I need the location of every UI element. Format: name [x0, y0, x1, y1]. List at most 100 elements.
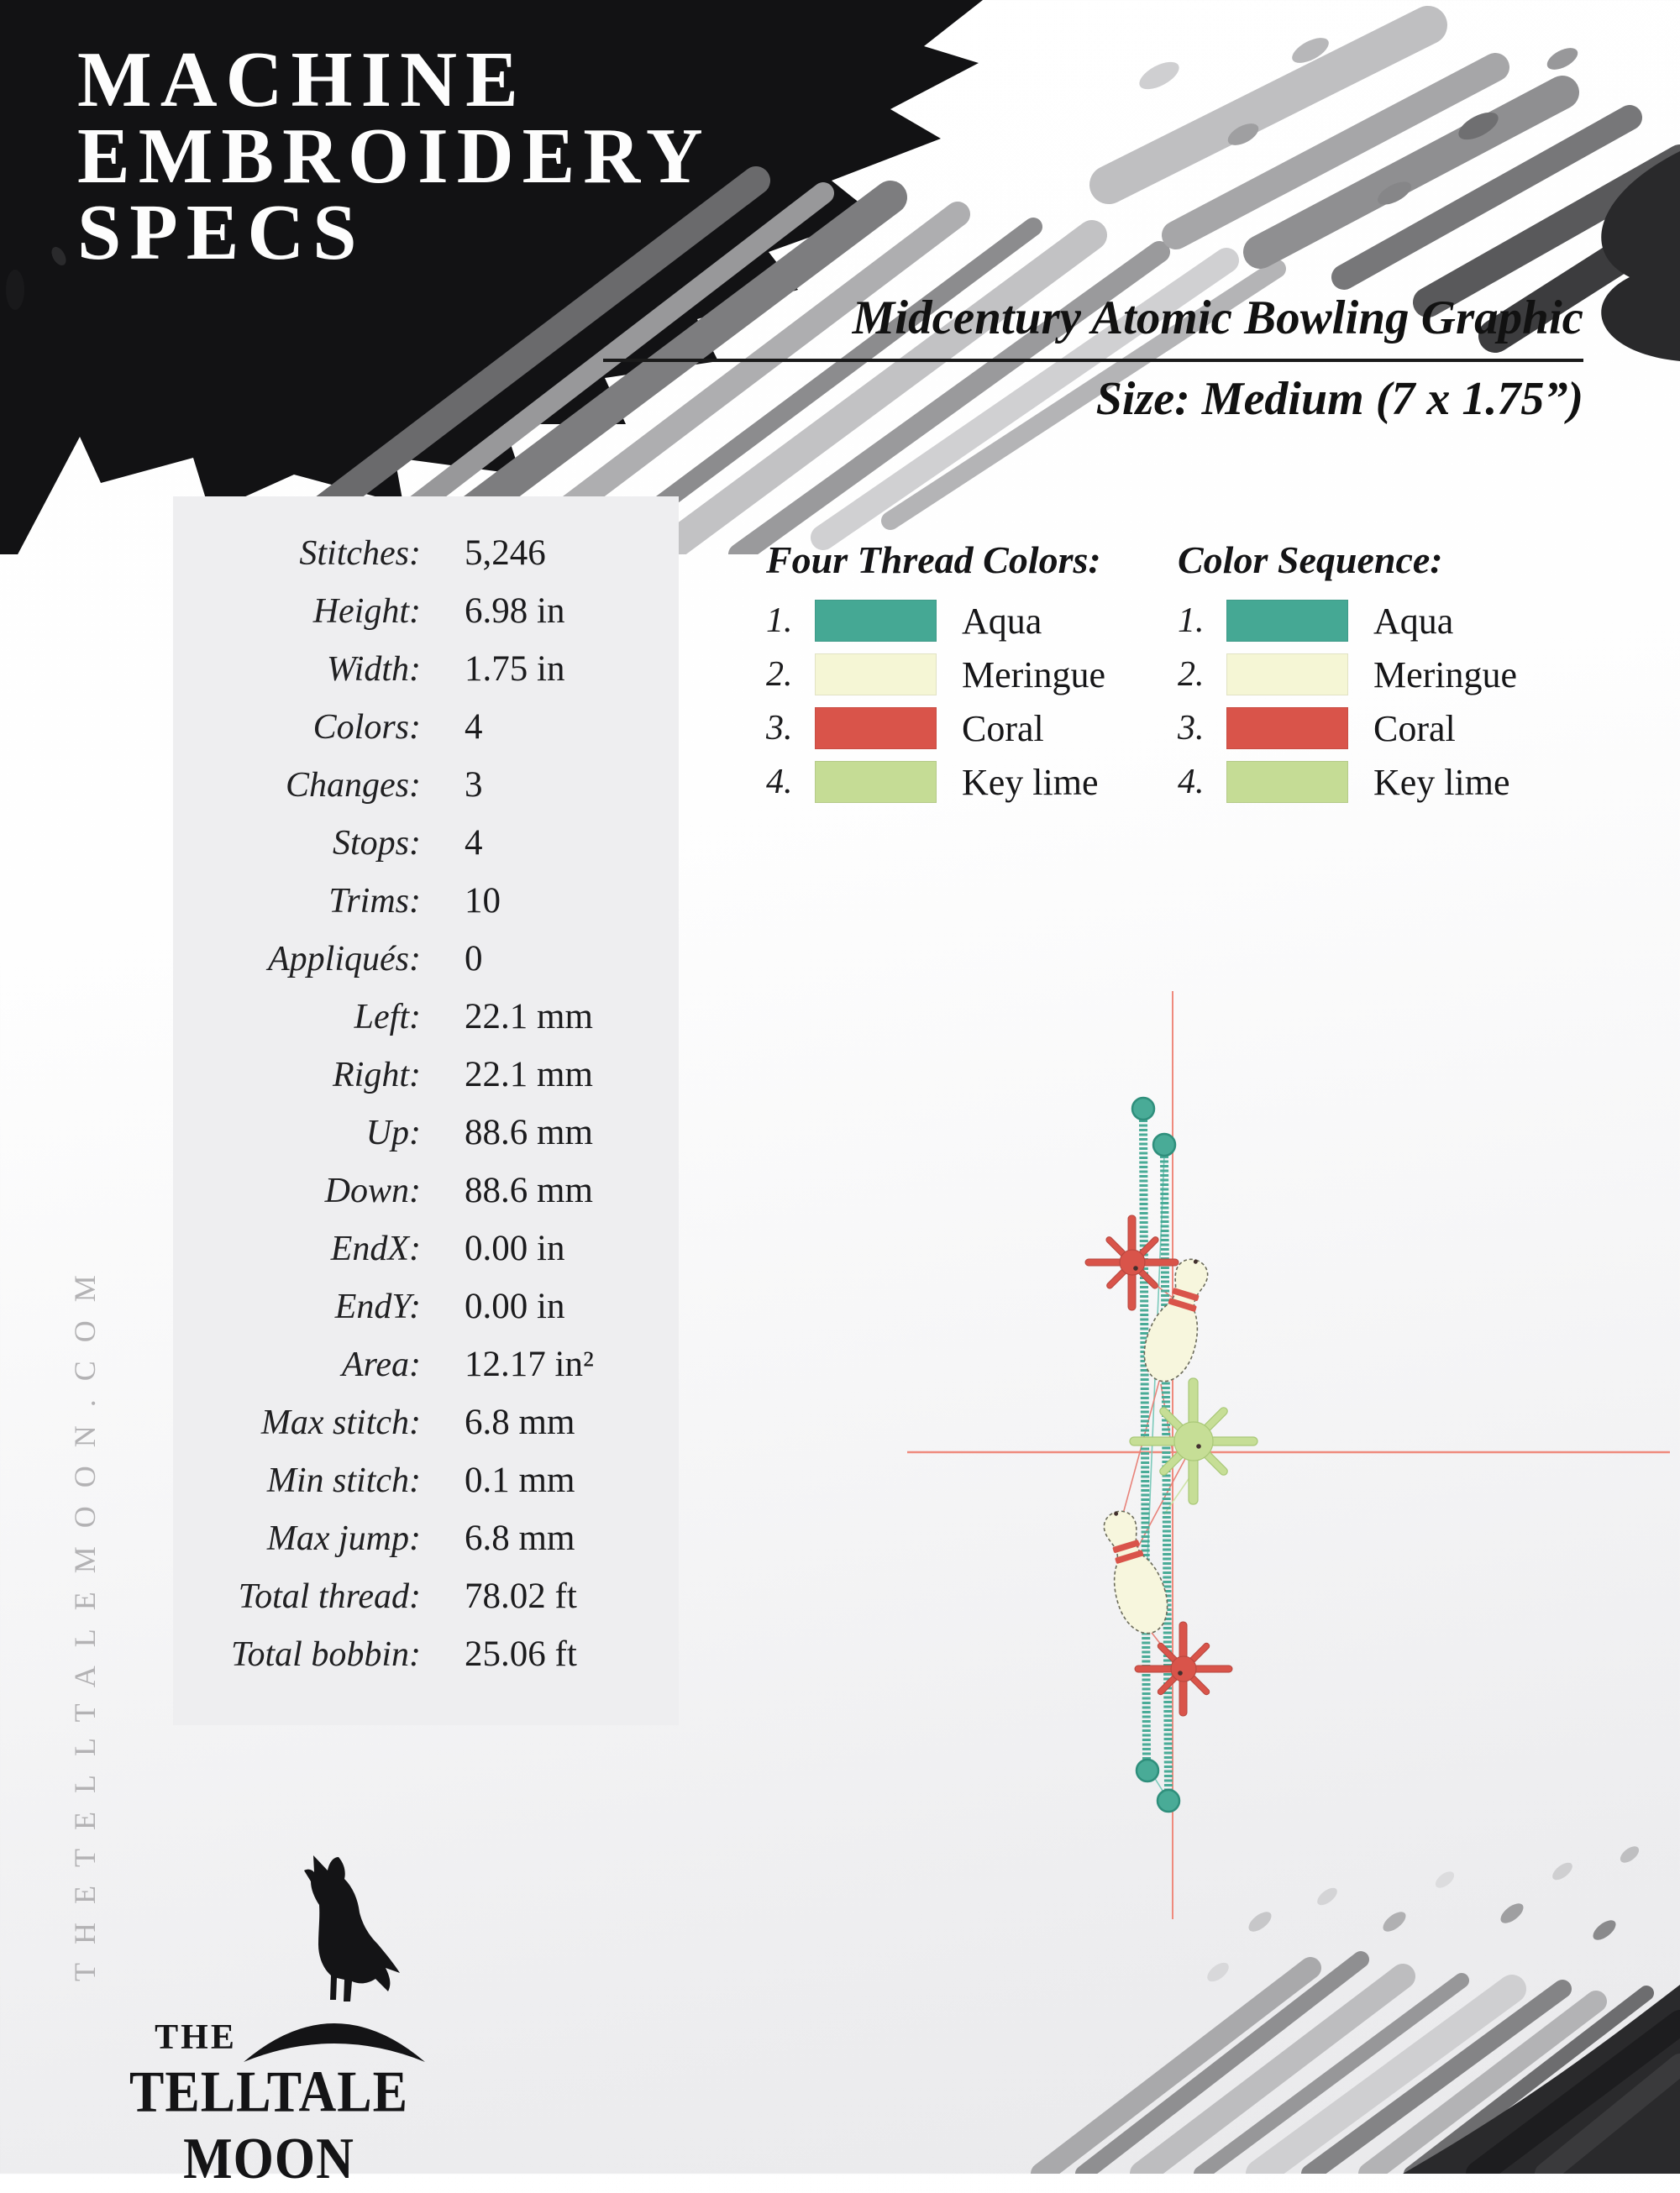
color-number: 4. — [766, 763, 793, 801]
brand-title-line: SPECS — [77, 189, 365, 276]
spec-label: Colors: — [312, 708, 421, 747]
color-swatch-keylime — [815, 761, 937, 803]
spec-value: 0.00 in — [465, 1287, 565, 1326]
spec-label: Changes: — [286, 766, 421, 805]
color-name: Meringue — [1373, 653, 1518, 695]
black-brush-stroke — [0, 0, 983, 554]
color-item: 3. Coral — [766, 701, 1105, 755]
color-item: 1. Aqua — [1178, 594, 1517, 648]
spec-row: Changes: 3 — [173, 756, 679, 814]
color-name: Key lime — [962, 761, 1099, 803]
color-swatch-coral — [1226, 707, 1348, 749]
color-swatch-meringue — [1226, 653, 1348, 695]
spec-value: 3 — [465, 765, 483, 805]
spec-row: Max jump: 6.8 mm — [173, 1509, 679, 1567]
spec-label: Max stitch: — [260, 1403, 421, 1442]
thread-colors-heading: Four Thread Colors: — [766, 538, 1101, 581]
spec-value: 88.6 mm — [465, 1113, 593, 1152]
brand-title-line: MACHINE — [77, 36, 527, 123]
spec-value: 10 — [465, 881, 501, 921]
spec-label: Height: — [312, 592, 421, 631]
color-number: 3. — [766, 709, 793, 748]
gray-streaks-diagonal — [271, 166, 1286, 554]
color-number: 2. — [766, 655, 793, 694]
color-name: Aqua — [962, 600, 1042, 642]
spec-label: EndX: — [330, 1230, 421, 1268]
spec-label: EndY: — [334, 1288, 421, 1326]
spec-value: 0 — [465, 939, 483, 978]
color-sequence-heading: Color Sequence: — [1178, 538, 1443, 581]
design-title-block: Midcentury Atomic Bowling Graphic Size: … — [407, 291, 1583, 426]
bowling-pin-lower — [1103, 1510, 1168, 1634]
color-swatch-coral — [815, 707, 937, 749]
spec-value: 22.1 mm — [465, 1055, 593, 1094]
crosshair-guides — [907, 991, 1670, 1919]
website-url-vertical: THETELLTALEMOON.COM — [68, 1257, 102, 1981]
spec-label: Right: — [333, 1056, 421, 1094]
color-item: 2. Meringue — [1178, 648, 1517, 701]
spec-label: Trims: — [328, 882, 421, 921]
spec-row: Max stitch: 6.8 mm — [173, 1393, 679, 1451]
color-name: Aqua — [1373, 600, 1454, 642]
color-item: 4. Key lime — [1178, 755, 1517, 809]
spec-row: Area: 12.17 in² — [173, 1335, 679, 1393]
gray-streaks-bottom — [1031, 1846, 1680, 2174]
crescent-moon-icon — [244, 2023, 425, 2062]
spec-rows: Stitches: 5,246 Height: 6.98 in Width: 1.75… — [173, 524, 679, 1683]
spec-row: EndY: 0.00 in — [173, 1278, 679, 1335]
spec-label: Left: — [354, 998, 421, 1036]
crow-icon — [304, 1855, 400, 2002]
spec-label: Down: — [324, 1172, 421, 1210]
thread-colors-list: 1. Aqua 2. Meringue 3. Coral 4. Key lime — [766, 594, 1105, 809]
telltale-moon-logo-art — [244, 1855, 425, 2062]
spec-row: Stops: 4 — [173, 814, 679, 872]
spec-row: Width: 1.75 in — [173, 640, 679, 698]
color-item: 3. Coral — [1178, 701, 1517, 755]
spec-row: Down: 88.6 mm — [173, 1162, 679, 1220]
spec-label: Max jump: — [266, 1519, 421, 1558]
spec-label: Area: — [341, 1346, 421, 1384]
spec-row: Min stitch: 0.1 mm — [173, 1451, 679, 1509]
spec-row: Up: 88.6 mm — [173, 1104, 679, 1162]
color-swatch-meringue — [815, 653, 937, 695]
header-brush-art — [0, 0, 1680, 554]
spec-row: Total bobbin: 25.06 ft — [173, 1625, 679, 1683]
color-number: 4. — [1178, 763, 1205, 801]
spec-label: Width: — [327, 650, 421, 689]
spec-label: Total thread: — [238, 1577, 421, 1616]
spec-row: Colors: 4 — [173, 698, 679, 756]
color-number: 1. — [1178, 601, 1205, 640]
spec-row: Height: 6.98 in — [173, 582, 679, 640]
spec-row: Right: 22.1 mm — [173, 1046, 679, 1104]
embroidery-preview — [907, 991, 1670, 1919]
spec-value: 0.1 mm — [465, 1461, 575, 1500]
gray-streaks-right — [1089, 6, 1680, 361]
color-swatch-keylime — [1226, 761, 1348, 803]
spec-label: Stops: — [333, 824, 421, 863]
logo-word-telltale-moon: TELLTALE MOON — [129, 2060, 408, 2191]
spec-row: Stitches: 5,246 — [173, 524, 679, 582]
spec-row: Left: 22.1 mm — [173, 988, 679, 1046]
spec-label: Min stitch: — [266, 1461, 421, 1500]
spec-value: 6.8 mm — [465, 1403, 575, 1442]
color-item: 4. Key lime — [766, 755, 1105, 809]
spec-value: 0.00 in — [465, 1229, 565, 1268]
brand-title: MACHINE EMBROIDERY SPECS — [77, 36, 711, 276]
spec-value: 22.1 mm — [465, 997, 593, 1036]
spec-value: 88.6 mm — [465, 1171, 593, 1210]
coral-starburst-upper — [1084, 1215, 1179, 1311]
spec-panel: Stitches: 5,246 Height: 6.98 in Width: 1.75… — [173, 496, 679, 1725]
footer-brush-art — [1031, 1846, 1680, 2174]
spec-label: Total bobbin: — [231, 1635, 421, 1674]
spec-value: 6.8 mm — [465, 1519, 575, 1558]
spec-value: 78.02 ft — [465, 1577, 577, 1616]
spec-row: Appliqués: 0 — [173, 930, 679, 988]
spec-row: Trims: 10 — [173, 872, 679, 930]
color-sequence-section: Color Sequence: 1. Aqua 2. Meringue 3. Cora… — [1178, 538, 1517, 809]
color-sequence-list: 1. Aqua 2. Meringue 3. Coral 4. Key lime — [1178, 594, 1517, 809]
color-number: 2. — [1178, 655, 1205, 694]
color-name: Coral — [1373, 707, 1456, 749]
title-underline — [603, 359, 1583, 362]
color-item: 2. Meringue — [766, 648, 1105, 701]
spec-value: 6.98 in — [465, 591, 565, 631]
